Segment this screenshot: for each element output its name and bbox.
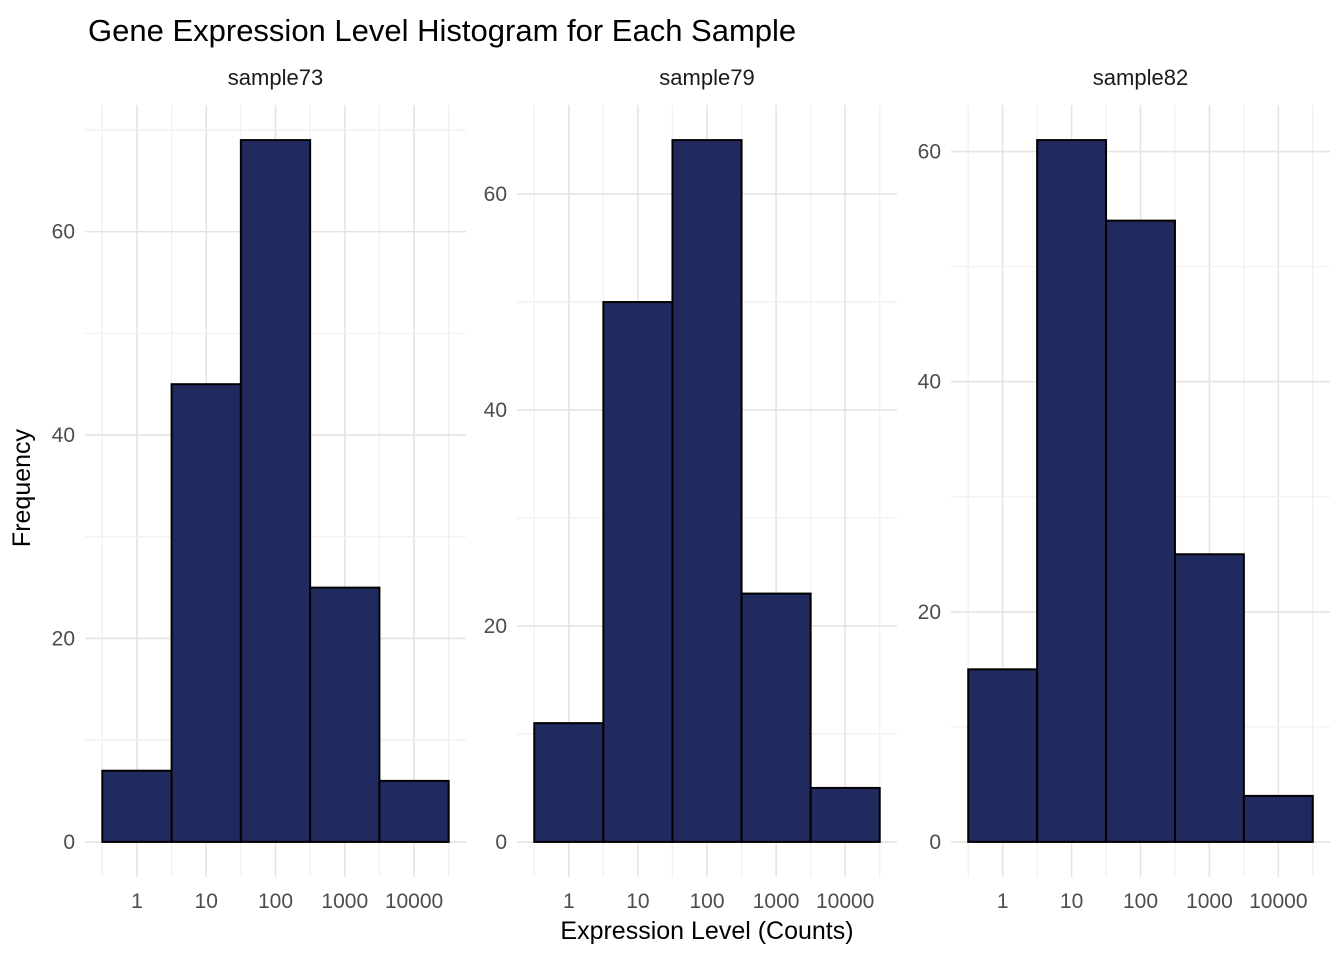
y-tick-label: 20 xyxy=(52,627,75,650)
x-tick-label: 10 xyxy=(1060,890,1083,913)
x-tick-label: 10 xyxy=(195,890,218,913)
histogram-bar xyxy=(533,722,605,843)
chart-title: Gene Expression Level Histogram for Each… xyxy=(88,13,796,48)
y-tick-label: 40 xyxy=(52,424,75,447)
x-tick-label: 1 xyxy=(131,890,143,913)
histogram-bar xyxy=(170,383,242,843)
panel-title: sample73 xyxy=(228,65,323,90)
histogram-bar xyxy=(671,139,743,843)
histogram-bar xyxy=(809,786,881,843)
y-tick-label: 60 xyxy=(918,141,941,164)
histogram-bar xyxy=(1173,553,1245,843)
x-tick-label: 100 xyxy=(258,890,293,913)
y-tick-label: 20 xyxy=(484,615,507,638)
panel-title: sample82 xyxy=(1093,65,1188,90)
histogram-bar xyxy=(740,592,812,843)
x-tick-label: 100 xyxy=(689,890,724,913)
histogram-bar xyxy=(1036,139,1108,843)
x-tick-label: 1 xyxy=(997,890,1009,913)
histogram-bar xyxy=(101,769,173,843)
x-tick-label: 10 xyxy=(626,890,649,913)
y-tick-label: 40 xyxy=(484,399,507,422)
y-tick-label: 0 xyxy=(63,831,75,854)
histogram-bar xyxy=(602,301,674,843)
y-tick-label: 40 xyxy=(918,371,941,394)
x-tick-label: 100 xyxy=(1123,890,1158,913)
x-tick-label: 1000 xyxy=(753,890,800,913)
y-tick-label: 60 xyxy=(484,183,507,206)
panel-title: sample79 xyxy=(659,65,754,90)
x-tick-label: 10000 xyxy=(385,890,443,913)
histogram-bar xyxy=(1242,794,1314,843)
histogram-bar xyxy=(378,779,450,843)
x-tick-label: 1 xyxy=(563,890,575,913)
x-axis-title: Expression Level (Counts) xyxy=(560,917,853,945)
y-tick-label: 0 xyxy=(495,831,507,854)
x-tick-label: 1000 xyxy=(321,890,368,913)
y-axis-title: Frequency xyxy=(8,428,36,547)
x-tick-label: 10000 xyxy=(1249,890,1307,913)
histogram-bar xyxy=(967,668,1039,843)
y-tick-label: 20 xyxy=(918,601,941,624)
histogram-bar xyxy=(1105,219,1176,843)
y-tick-label: 60 xyxy=(52,221,75,244)
histogram-bar xyxy=(309,586,381,843)
y-tick-label: 0 xyxy=(929,831,941,854)
histogram-bar xyxy=(239,139,312,843)
x-tick-label: 1000 xyxy=(1186,890,1233,913)
x-tick-label: 10000 xyxy=(816,890,874,913)
